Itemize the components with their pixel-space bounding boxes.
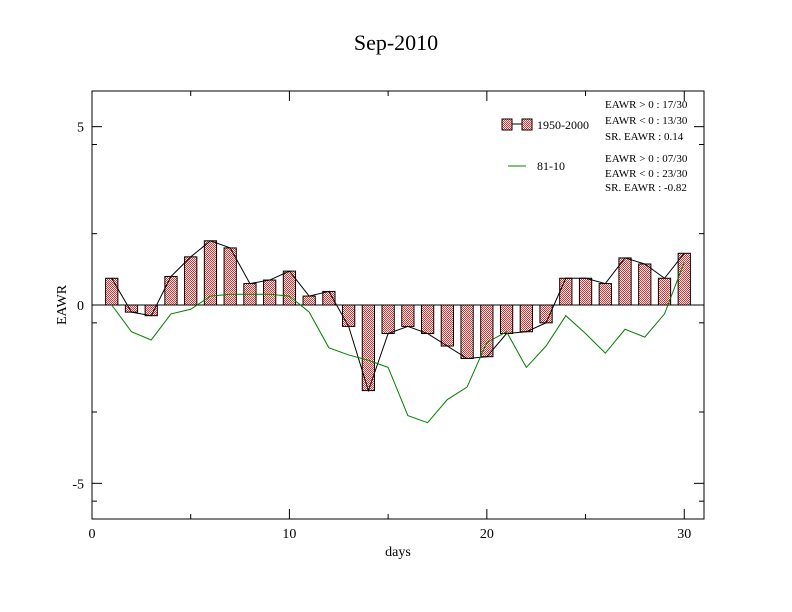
x-tick-label: 10 (282, 527, 296, 542)
line-1950-2000 (111, 240, 685, 393)
chart-title: Sep-2010 (354, 30, 438, 55)
bar-1950-2000 (420, 304, 435, 335)
bar-1950-2000 (263, 279, 277, 306)
legend-stat-81-10-positive: EAWR > 0 : 07/30 (605, 153, 688, 165)
legend-stat-81-10-sr: SR. EAWR : -0.82 (605, 182, 687, 194)
bar-1950-2000 (381, 304, 395, 335)
bar-1950-2000 (460, 304, 474, 359)
legend-label-81-10: 81-10 (537, 159, 565, 173)
legend-swatch-1950-2000-left (501, 118, 513, 131)
legend-label-1950-2000: 1950-2000 (537, 118, 589, 132)
bar-1950-2000 (499, 304, 514, 335)
bar-1950-2000 (401, 304, 415, 327)
line-81-10 (111, 262, 685, 424)
bar-1950-2000 (559, 277, 573, 306)
bar-series-1950-2000 (105, 240, 691, 392)
y-axis-label: EAWR (55, 284, 70, 325)
legend-stat-1950-2000-negative: EAWR < 0 : 13/30 (605, 115, 688, 127)
legend-stat-81-10-negative: EAWR < 0 : 23/30 (605, 168, 688, 180)
bar-1950-2000 (184, 256, 198, 306)
x-tick-label: 0 (89, 527, 96, 542)
bar-1950-2000 (598, 283, 612, 306)
legend-stat-1950-2000-sr: SR. EAWR : 0.14 (605, 131, 684, 143)
bar-1950-2000 (618, 257, 632, 306)
legend-stat-1950-2000-positive: EAWR > 0 : 17/30 (605, 99, 688, 111)
y-tick-label: -5 (72, 477, 84, 492)
plot-frame (91, 90, 705, 520)
bar-1950-2000 (302, 295, 316, 306)
bar-1950-2000 (440, 304, 454, 347)
x-tick-label: 20 (480, 527, 494, 542)
bar-1950-2000 (677, 252, 691, 306)
bar-1950-2000 (342, 304, 356, 327)
y-tick-label: 5 (77, 121, 84, 136)
bar-1950-2000 (657, 277, 672, 306)
x-axis-label: days (385, 545, 411, 560)
bar-1950-2000 (638, 263, 652, 306)
legend: 1950-2000 EAWR > 0 : 17/30 EAWR < 0 : 13… (501, 99, 688, 194)
bar-1950-2000 (105, 277, 119, 306)
line-series (111, 240, 685, 424)
bar-1950-2000 (480, 304, 494, 358)
bar-1950-2000 (578, 277, 593, 306)
bar-1950-2000 (519, 304, 533, 333)
legend-swatch-1950-2000-right (521, 118, 533, 131)
y-tick-label: 0 (77, 299, 84, 314)
bar-1950-2000 (164, 275, 178, 306)
x-tick-label: 30 (677, 527, 691, 542)
bar-1950-2000 (124, 304, 139, 313)
